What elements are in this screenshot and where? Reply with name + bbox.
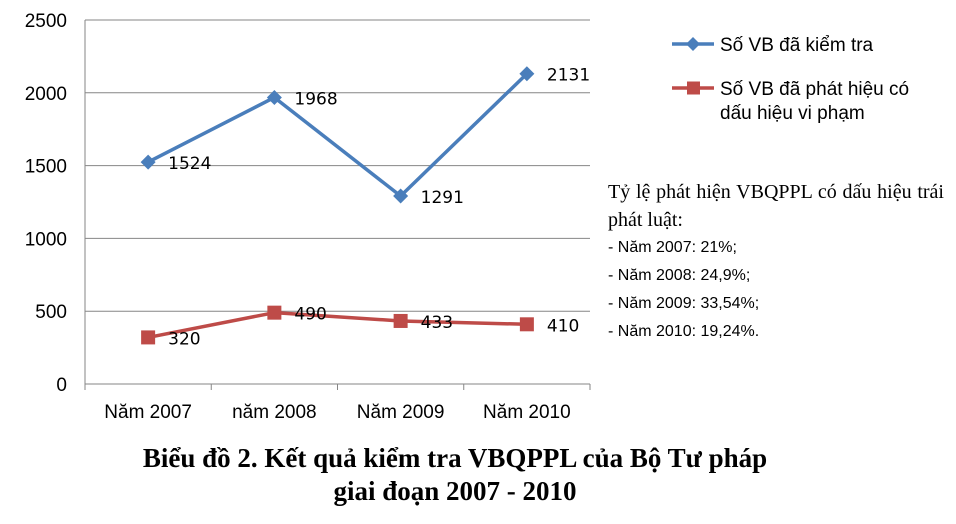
series-line <box>147 72 529 198</box>
y-axis-tick-labels: 0 500 1000 1500 2000 2500 <box>25 11 67 396</box>
caption-line-1: Biểu đồ 2. Kết quả kiểm tra VBQPPL của B… <box>142 443 768 473</box>
legend-label: Số VB đã phát hiệu có <box>720 79 909 100</box>
y-tick-label: 2500 <box>25 11 67 32</box>
legend-label: Số VB đã kiểm tra <box>720 35 874 56</box>
x-tick-label: Năm 2007 <box>104 402 192 423</box>
data-label: 1524 <box>168 154 211 174</box>
y-tick-label: 1500 <box>25 157 67 178</box>
note-line-2007: - Năm 2007: 21%; <box>608 239 737 256</box>
data-point <box>141 330 156 345</box>
legend-marker <box>687 81 700 95</box>
series-line <box>147 310 527 340</box>
legend-marker <box>686 37 700 51</box>
data-point <box>267 305 282 320</box>
gridlines <box>84 19 591 390</box>
note-line-2008: - Năm 2008: 24,9%; <box>608 267 751 284</box>
series-group: 1524 1968 1291 2131 320 490 433 410 <box>140 66 590 349</box>
legend: Số VB đã kiểm tra Số VB đã phát hiệu có dấ… <box>672 35 909 124</box>
y-tick-label: 1000 <box>25 229 67 250</box>
data-label: 1968 <box>294 89 337 109</box>
data-point <box>519 66 535 82</box>
y-tick-label: 2000 <box>25 84 67 105</box>
data-point <box>140 154 156 170</box>
caption-line-2: giai đoạn 2007 - 2010 <box>333 476 577 506</box>
data-point <box>266 89 282 105</box>
note-line-2009: - Năm 2009: 33,54%; <box>608 295 760 312</box>
data-label: 1291 <box>421 188 464 208</box>
x-axis-tick-labels: Năm 2007 năm 2008 Năm 2009 Năm 2010 <box>104 402 570 423</box>
data-label: 490 <box>294 305 326 325</box>
note-line-2010: - Năm 2010: 19,24%. <box>608 323 760 340</box>
data-label: 410 <box>547 316 579 336</box>
series-1: 1524 1968 1291 2131 <box>140 66 590 208</box>
data-label: 433 <box>421 313 453 333</box>
data-point <box>393 188 409 204</box>
x-tick-label: Năm 2009 <box>357 402 445 423</box>
y-tick-label: 500 <box>35 302 67 323</box>
series-2: 320 490 433 410 <box>141 305 579 349</box>
note-heading: Tỷ lệ phát hiện VBQPPL có dấu hiệu trái … <box>608 181 944 231</box>
x-tick-label: Năm 2010 <box>483 402 571 423</box>
data-label: 2131 <box>547 66 590 86</box>
data-point <box>393 313 408 328</box>
y-tick-label: 0 <box>56 375 67 396</box>
chart-caption: Biểu đồ 2. Kết quả kiểm tra VBQPPL của B… <box>0 442 910 508</box>
data-point <box>519 317 534 332</box>
legend-item-2: Số VB đã phát hiệu có dấu hiệu vi phạm <box>672 79 909 124</box>
legend-label: dấu hiệu vi phạm <box>720 103 865 124</box>
legend-item-1: Số VB đã kiểm tra <box>672 35 874 56</box>
x-tick-label: năm 2008 <box>232 402 317 423</box>
data-label: 320 <box>168 329 200 349</box>
detection-rate-note: Tỷ lệ phát hiện VBQPPL có dấu hiệu trái … <box>608 178 944 346</box>
